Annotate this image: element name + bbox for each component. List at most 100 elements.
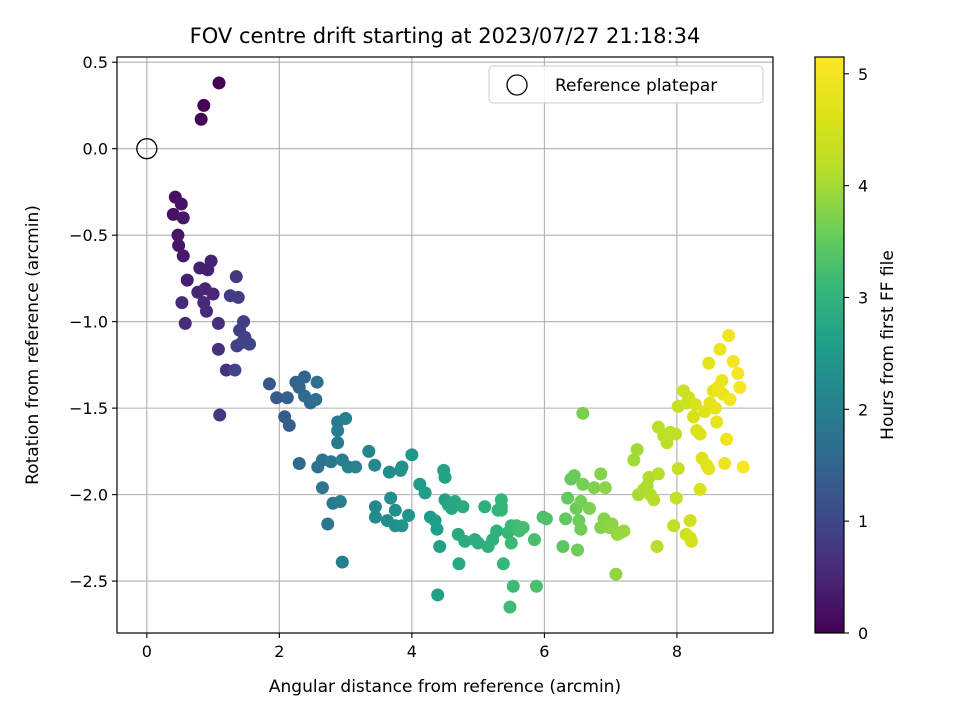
data-point [280, 391, 294, 405]
data-point [229, 270, 243, 284]
data-point [292, 456, 306, 470]
data-point [310, 375, 324, 389]
data-point [388, 503, 402, 517]
data-point [478, 500, 492, 514]
data-point [174, 197, 188, 211]
data-point [452, 557, 466, 571]
x-axis-label: Angular distance from reference (arcmin) [269, 677, 621, 697]
reference-platepar-marker [136, 138, 158, 160]
legend: Reference platepar [488, 65, 764, 104]
data-point [567, 469, 581, 483]
data-point [539, 512, 553, 526]
data-point [166, 207, 180, 221]
x-tick-label: 0 [142, 642, 152, 661]
data-point [723, 392, 737, 406]
data-point [331, 424, 345, 438]
data-point [715, 373, 729, 387]
data-point [647, 493, 661, 507]
data-point [368, 458, 382, 472]
chart-title: FOV centre drift starting at 2023/07/27 … [190, 24, 701, 48]
data-point [496, 557, 510, 571]
data-point [382, 465, 396, 479]
data-point [339, 412, 353, 426]
colorbar [814, 56, 845, 634]
x-tick-label: 6 [539, 642, 549, 661]
data-point [262, 377, 276, 391]
legend-label-reference-platepar: Reference platepar [555, 76, 717, 96]
y-tick-label: −2.0 [69, 486, 108, 505]
y-tick-label: −2.5 [69, 572, 108, 591]
data-point [418, 486, 432, 500]
data-point [175, 296, 189, 310]
data-point [178, 316, 192, 330]
data-point [458, 534, 472, 548]
colorbar-tick-label: 4 [858, 177, 868, 196]
data-point [718, 456, 732, 470]
colorbar-label: Hours from first FF file [878, 250, 898, 440]
data-point [671, 462, 685, 476]
data-point [683, 531, 697, 545]
plot-frame [116, 56, 774, 634]
colorbar-tick-label: 2 [858, 400, 868, 419]
data-point [683, 514, 697, 528]
data-point [651, 467, 665, 481]
data-point [405, 448, 419, 462]
legend-box [488, 65, 764, 104]
data-point [349, 460, 363, 474]
reference-marker [136, 138, 158, 160]
data-point [529, 579, 543, 593]
data-point [362, 444, 376, 458]
y-tick-label: 0.5 [83, 53, 108, 72]
data-point [660, 436, 674, 450]
y-axis-label: Rotation from reference (arcmin) [23, 205, 43, 485]
x-axis-ticks: 0 2 4 6 8 [142, 633, 682, 661]
data-point [527, 533, 541, 547]
data-point [315, 481, 329, 495]
data-point [433, 540, 447, 554]
data-point [630, 443, 644, 457]
data-point [556, 540, 570, 554]
data-point [726, 354, 740, 368]
data-point [710, 415, 724, 429]
data-point [211, 316, 225, 330]
x-tick-label: 4 [407, 642, 417, 661]
data-point [212, 76, 226, 90]
data-point [395, 460, 409, 474]
data-point [587, 481, 601, 495]
data-point [667, 519, 681, 533]
data-point [702, 462, 716, 476]
data-point [574, 522, 588, 536]
data-point [561, 491, 575, 505]
data-point [431, 588, 445, 602]
y-axis-ticks: 0.5 0.0 −0.5 −1.0 −1.5 −2.0 −2.5 [69, 53, 117, 591]
data-point [176, 249, 190, 263]
data-point [736, 460, 750, 474]
y-tick-label: −1.5 [69, 399, 108, 418]
data-point [605, 517, 619, 531]
data-point [231, 290, 245, 304]
data-point [594, 467, 608, 481]
data-point [693, 427, 707, 441]
data-point [176, 211, 190, 225]
data-point [504, 536, 518, 550]
data-point [206, 287, 220, 301]
data-point [395, 519, 409, 533]
data-point [243, 337, 257, 351]
data-point [437, 463, 451, 477]
data-point [331, 436, 345, 450]
data-point [282, 418, 296, 432]
data-point [669, 491, 683, 505]
grid-lines [117, 57, 773, 633]
data-point [686, 410, 700, 424]
data-point [720, 432, 734, 446]
data-points [166, 76, 750, 614]
colorbar-ticks: 0 1 2 3 4 5 [844, 65, 868, 643]
data-point [731, 367, 745, 381]
data-point [722, 328, 736, 342]
data-point [324, 455, 338, 469]
colorbar-tick-label: 1 [858, 512, 868, 531]
data-point [333, 495, 347, 509]
data-point [576, 477, 590, 491]
data-point [571, 543, 585, 557]
